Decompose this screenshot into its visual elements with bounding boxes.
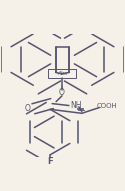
Text: F: F xyxy=(47,157,53,166)
Text: Abs: Abs xyxy=(57,71,67,76)
Text: O: O xyxy=(59,88,65,97)
Text: COOH: COOH xyxy=(97,103,118,109)
FancyBboxPatch shape xyxy=(48,69,76,78)
Text: O: O xyxy=(24,104,30,113)
Text: NH: NH xyxy=(70,101,82,110)
